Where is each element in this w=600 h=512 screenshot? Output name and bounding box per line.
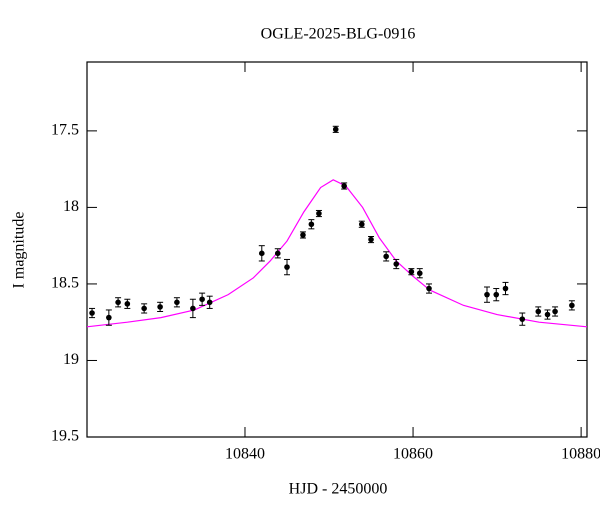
data-point	[502, 285, 509, 292]
data-point	[341, 183, 347, 189]
data-point	[368, 236, 374, 243]
data-point	[174, 299, 180, 306]
data-point	[569, 302, 575, 309]
data-point	[199, 296, 205, 303]
x-axis-label: HJD - 2450000	[289, 481, 388, 498]
y-tick-label: 17.5	[51, 122, 79, 139]
data-point	[115, 299, 121, 306]
y-tick-label: 19	[63, 351, 79, 368]
data-point	[332, 126, 339, 133]
x-tick-label: 10840	[225, 446, 265, 463]
data-point	[89, 310, 95, 316]
data-point	[316, 210, 322, 217]
chart-title: OGLE-2025-BLG-0916	[261, 26, 416, 43]
data-point	[493, 291, 500, 298]
data-point	[416, 270, 423, 277]
data-point	[383, 253, 389, 260]
y-tick-label: 18	[63, 198, 79, 215]
data-point	[535, 308, 542, 315]
data-point	[484, 291, 490, 298]
x-tick-label: 10880	[561, 446, 600, 463]
data-point	[393, 261, 400, 267]
y-tick-label: 19.5	[51, 428, 79, 445]
data-point	[308, 221, 315, 228]
data-point	[124, 301, 131, 307]
data-point	[274, 250, 281, 257]
data-point	[358, 221, 365, 228]
data-point	[519, 316, 526, 322]
data-point	[141, 305, 147, 312]
data-point	[284, 264, 290, 270]
data-point	[190, 305, 196, 312]
model-curve	[86, 179, 588, 328]
data-point	[300, 232, 306, 238]
data-point	[552, 308, 558, 315]
x-tick-label: 10860	[393, 446, 433, 463]
y-axis-label: I magnitude	[11, 212, 28, 289]
plot-frame	[86, 61, 588, 438]
y-tick-label: 18.5	[51, 275, 79, 292]
data-point	[206, 299, 213, 306]
data-point	[426, 285, 432, 292]
data-point	[258, 250, 265, 257]
data-point	[544, 311, 551, 318]
data-point	[106, 314, 112, 321]
data-point	[157, 304, 163, 310]
data-point	[408, 268, 415, 275]
